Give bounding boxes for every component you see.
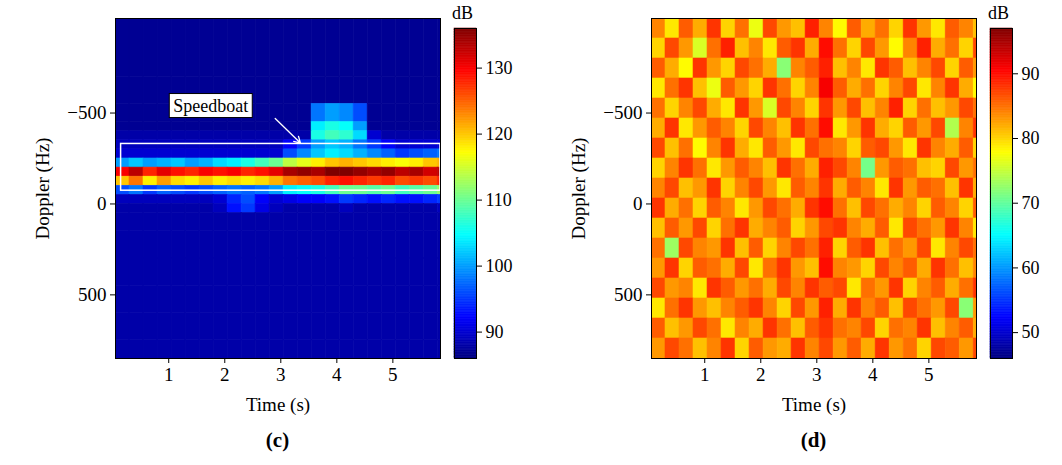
svg-text:4: 4	[868, 364, 878, 385]
svg-text:Doppler (Hz): Doppler (Hz)	[32, 138, 54, 240]
svg-text:500: 500	[78, 284, 107, 305]
svg-text:70: 70	[1022, 193, 1040, 213]
svg-text:−500: −500	[67, 102, 106, 123]
html-text:(d): (d)	[800, 428, 827, 452]
svg-text:Speedboat: Speedboat	[173, 96, 248, 116]
svg-text:1: 1	[164, 364, 174, 385]
svg-text:Time (s): Time (s)	[782, 394, 846, 416]
svg-text:4: 4	[332, 364, 342, 385]
svg-text:80: 80	[1022, 128, 1040, 148]
html-text:dB: dB	[988, 3, 1009, 23]
svg-text:50: 50	[1022, 322, 1040, 342]
svg-text:100: 100	[486, 256, 513, 276]
svg-text:130: 130	[486, 58, 513, 78]
svg-text:3: 3	[276, 364, 286, 385]
svg-text:60: 60	[1022, 258, 1040, 278]
svg-text:2: 2	[220, 364, 230, 385]
svg-text:0: 0	[97, 193, 107, 214]
svg-text:120: 120	[486, 124, 513, 144]
svg-text:5: 5	[388, 364, 398, 385]
svg-text:0: 0	[633, 193, 643, 214]
svg-text:Time (s): Time (s)	[246, 394, 310, 416]
svg-text:−500: −500	[603, 102, 642, 123]
svg-text:2: 2	[756, 364, 766, 385]
svg-text:110: 110	[486, 190, 512, 210]
svg-text:3: 3	[812, 364, 822, 385]
svg-text:5: 5	[924, 364, 934, 385]
svg-text:1: 1	[700, 364, 710, 385]
html-text:dB: dB	[452, 3, 473, 23]
svg-text:Doppler (Hz): Doppler (Hz)	[568, 138, 590, 240]
html-text:(c): (c)	[265, 428, 290, 452]
svg-text:90: 90	[486, 322, 504, 342]
svg-text:500: 500	[614, 284, 643, 305]
svg-text:90: 90	[1022, 64, 1040, 84]
